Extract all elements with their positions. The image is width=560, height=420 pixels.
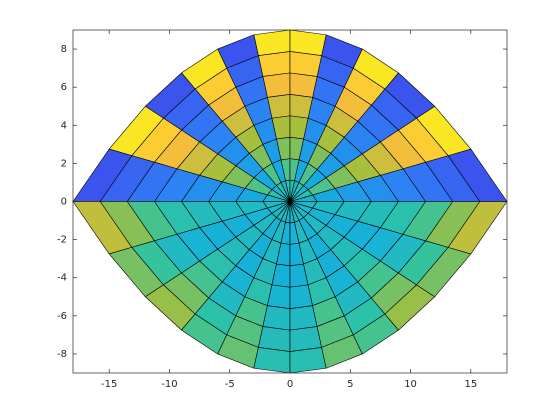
x-tick-label: 10	[404, 379, 417, 390]
x-tick-label: -15	[101, 379, 117, 390]
surface-cell	[289, 305, 318, 331]
y-tick-label: -4	[57, 273, 67, 284]
y-tick-label: -2	[57, 235, 67, 246]
surface-cell	[253, 29, 291, 56]
surface	[72, 29, 508, 374]
x-tick-label: 0	[287, 379, 293, 390]
y-tick-label: -8	[57, 349, 67, 360]
x-tick-label: -10	[161, 379, 177, 390]
surface-cell	[253, 347, 291, 374]
surface-cell	[289, 29, 327, 56]
x-tick-label: 5	[347, 379, 353, 390]
x-tick-label: -5	[225, 379, 235, 390]
y-tick-label: 2	[61, 158, 67, 169]
axes: -15 -10 -5 0 5 10 15 -8 -6 -4 -2 0 2 4 6 8	[57, 29, 508, 390]
y-tick-label: 4	[61, 120, 67, 131]
surface-cell	[262, 72, 291, 98]
surface-cell	[262, 305, 291, 331]
y-tick-label: 6	[61, 82, 67, 93]
y-tick-label: -6	[57, 311, 67, 322]
y-tick-label: 8	[61, 44, 67, 55]
surface-cell	[289, 72, 318, 98]
y-tick-label: 0	[61, 197, 67, 208]
surface-cell	[289, 347, 327, 374]
x-tick-label: 15	[464, 379, 477, 390]
